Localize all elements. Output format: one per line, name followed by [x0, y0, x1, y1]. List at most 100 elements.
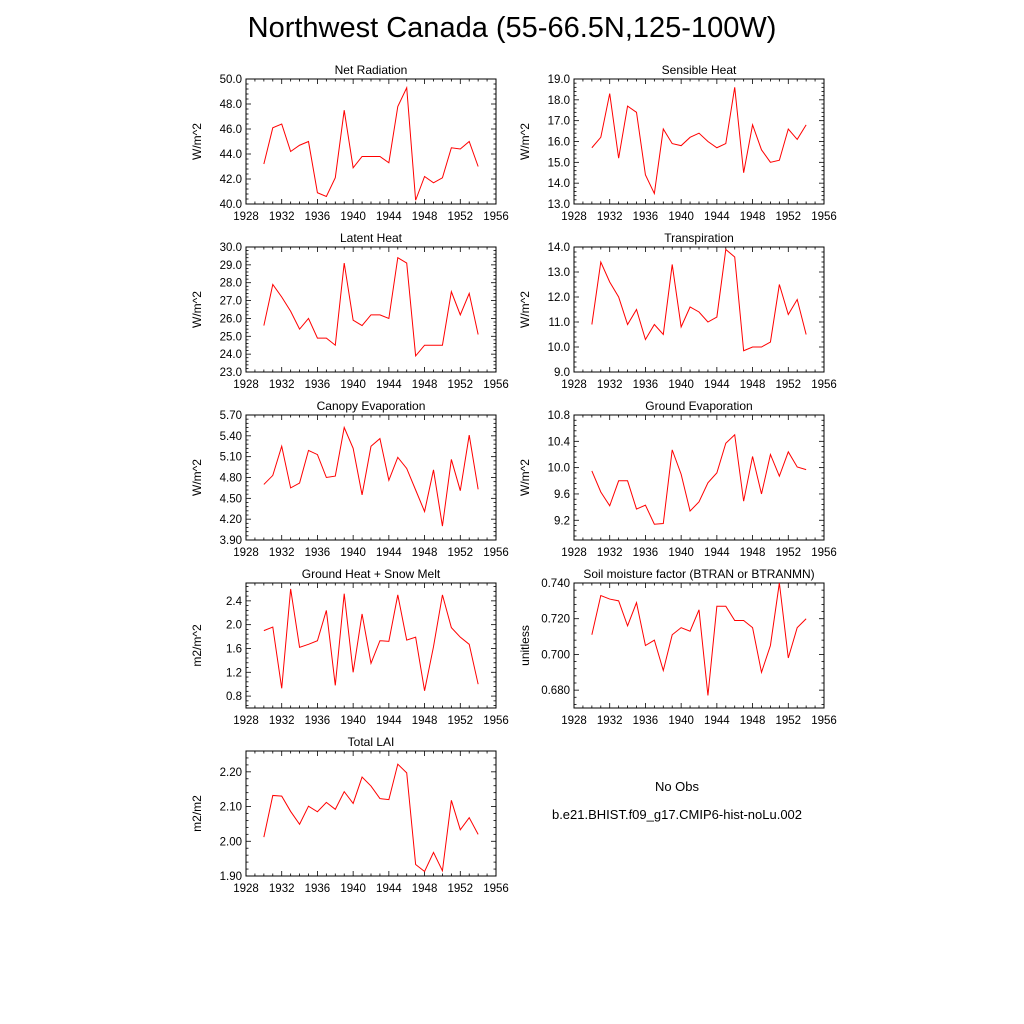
- x-tick-label: 1932: [597, 379, 623, 391]
- x-tick-label: 1936: [305, 379, 331, 391]
- y-axis-label: W/m^2: [518, 459, 532, 496]
- chart-title: Ground Heat + Snow Melt: [302, 567, 441, 581]
- x-tick-label: 1940: [668, 379, 694, 391]
- x-tick-label: 1932: [269, 547, 295, 559]
- series-line-model: [263, 85, 479, 201]
- x-tick-label: 1948: [740, 715, 766, 727]
- y-tick-label: 16.0: [548, 137, 570, 149]
- y-tick-label: 4.20: [220, 514, 242, 526]
- x-tick-label: 1928: [561, 379, 587, 391]
- x-tick-label: 1944: [376, 883, 402, 895]
- y-tick-label: 26.0: [220, 313, 242, 325]
- x-tick-label: 1956: [483, 379, 509, 391]
- x-tick-label: 1928: [233, 547, 259, 559]
- x-tick-label: 1948: [412, 715, 438, 727]
- y-tick-label: 0.700: [541, 649, 570, 661]
- x-tick-label: 1936: [305, 715, 331, 727]
- x-tick-label: 1952: [775, 715, 801, 727]
- chart-title: Transpiration: [664, 231, 734, 245]
- legend-label-obs: No Obs: [654, 779, 700, 794]
- chart-ground-heat-snow-melt: 1928 1932 1936 1940 1944 1948 1952 1956 0.8 1.2 1.…: [190, 567, 509, 727]
- x-tick-label: 1944: [704, 715, 730, 727]
- y-tick-label: 46.0: [220, 124, 242, 136]
- x-tick-label: 1952: [447, 883, 473, 895]
- x-tick-label: 1944: [376, 715, 402, 727]
- y-tick-label: 0.740: [541, 578, 570, 590]
- y-tick-label: 11.0: [548, 317, 570, 329]
- x-tick-label: 1944: [376, 379, 402, 391]
- x-tick-label: 1944: [376, 547, 402, 559]
- y-tick-label: 0.8: [226, 691, 242, 703]
- x-tick-label: 1928: [233, 715, 259, 727]
- x-tick-label: 1948: [412, 547, 438, 559]
- chart-title: Total LAI: [348, 735, 395, 749]
- series-line-model: [591, 87, 807, 196]
- x-tick-label: 1928: [561, 547, 587, 559]
- x-tick-label: 1952: [447, 379, 473, 391]
- y-axis-label: m2/m2: [190, 795, 204, 832]
- y-tick-label: 18.0: [548, 95, 570, 107]
- x-tick-label: 1940: [340, 883, 366, 895]
- y-tick-label: 40.0: [220, 199, 242, 211]
- x-tick-label: 1940: [340, 715, 366, 727]
- y-axis-label: W/m^2: [518, 123, 532, 160]
- chart-title: Soil moisture factor (BTRAN or BTRANMN): [583, 567, 814, 581]
- chart-ground-evaporation: 1928 1932 1936 1940 1944 1948 1952 1956 9.2 9.6 10…: [518, 399, 837, 559]
- y-tick-label: 10.0: [548, 463, 570, 475]
- chart-canopy-evaporation: 1928 1932 1936 1940 1944 1948 1952 1956 3.90 4.20…: [190, 399, 509, 559]
- plot-frame: [573, 78, 825, 205]
- x-tick-label: 1952: [447, 715, 473, 727]
- x-tick-label: 1948: [740, 211, 766, 223]
- y-tick-label: 5.70: [220, 410, 242, 422]
- series-line-model: [591, 248, 807, 352]
- x-tick-label: 1936: [305, 883, 331, 895]
- x-tick-label: 1948: [740, 547, 766, 559]
- x-tick-label: 1948: [412, 211, 438, 223]
- plot-frame: [245, 750, 497, 877]
- x-tick-label: 1928: [561, 715, 587, 727]
- x-tick-label: 1956: [811, 379, 837, 391]
- series-line-model: [591, 433, 807, 525]
- y-tick-label: 5.40: [220, 431, 242, 443]
- legend-item-obs: No Obs: [536, 778, 818, 804]
- x-tick-label: 1936: [305, 547, 331, 559]
- y-tick-label: 17.0: [548, 116, 570, 128]
- y-tick-label: 28.0: [220, 278, 242, 290]
- chart-title: Sensible Heat: [662, 63, 737, 77]
- x-tick-label: 1944: [376, 211, 402, 223]
- x-tick-label: 1932: [597, 547, 623, 559]
- y-tick-label: 50.0: [220, 74, 242, 86]
- x-tick-label: 1944: [704, 379, 730, 391]
- series-line-model: [263, 425, 479, 527]
- x-tick-label: 1940: [668, 715, 694, 727]
- x-tick-label: 1932: [269, 883, 295, 895]
- x-tick-label: 1932: [597, 211, 623, 223]
- page-title: Northwest Canada (55-66.5N,125-100W): [247, 12, 777, 44]
- y-tick-label: 2.4: [226, 596, 243, 608]
- y-tick-label: 2.10: [220, 802, 242, 814]
- y-tick-label: 19.0: [548, 74, 570, 86]
- x-tick-label: 1928: [233, 883, 259, 895]
- x-tick-label: 1956: [483, 883, 509, 895]
- y-axis-label: W/m^2: [190, 123, 204, 160]
- y-tick-label: 10.8: [548, 410, 570, 422]
- chart-net-radiation: 1928 1932 1936 1940 1944 1948 1952 1956 40.0 42.0…: [190, 63, 509, 223]
- x-tick-label: 1956: [483, 211, 509, 223]
- chart-transpiration: 1928 1932 1936 1940 1944 1948 1952 1956 9.0 10.0 1…: [518, 231, 837, 391]
- x-tick-label: 1928: [233, 379, 259, 391]
- y-tick-label: 14.0: [548, 178, 570, 190]
- x-tick-label: 1928: [561, 211, 587, 223]
- y-tick-label: 3.90: [220, 535, 242, 547]
- y-tick-label: 30.0: [220, 242, 242, 254]
- x-tick-label: 1940: [340, 379, 366, 391]
- x-tick-label: 1948: [740, 379, 766, 391]
- y-tick-label: 1.6: [226, 643, 242, 655]
- x-tick-label: 1932: [269, 715, 295, 727]
- y-tick-label: 4.80: [220, 473, 242, 485]
- chart-total-lai: 1928 1932 1936 1940 1944 1948 1952 1956 1.90 2.00…: [190, 735, 509, 895]
- y-tick-label: 4.50: [220, 493, 242, 505]
- x-tick-label: 1932: [269, 379, 295, 391]
- y-axis-label: W/m^2: [518, 291, 532, 328]
- x-tick-label: 1940: [340, 547, 366, 559]
- y-tick-label: 2.00: [220, 836, 242, 848]
